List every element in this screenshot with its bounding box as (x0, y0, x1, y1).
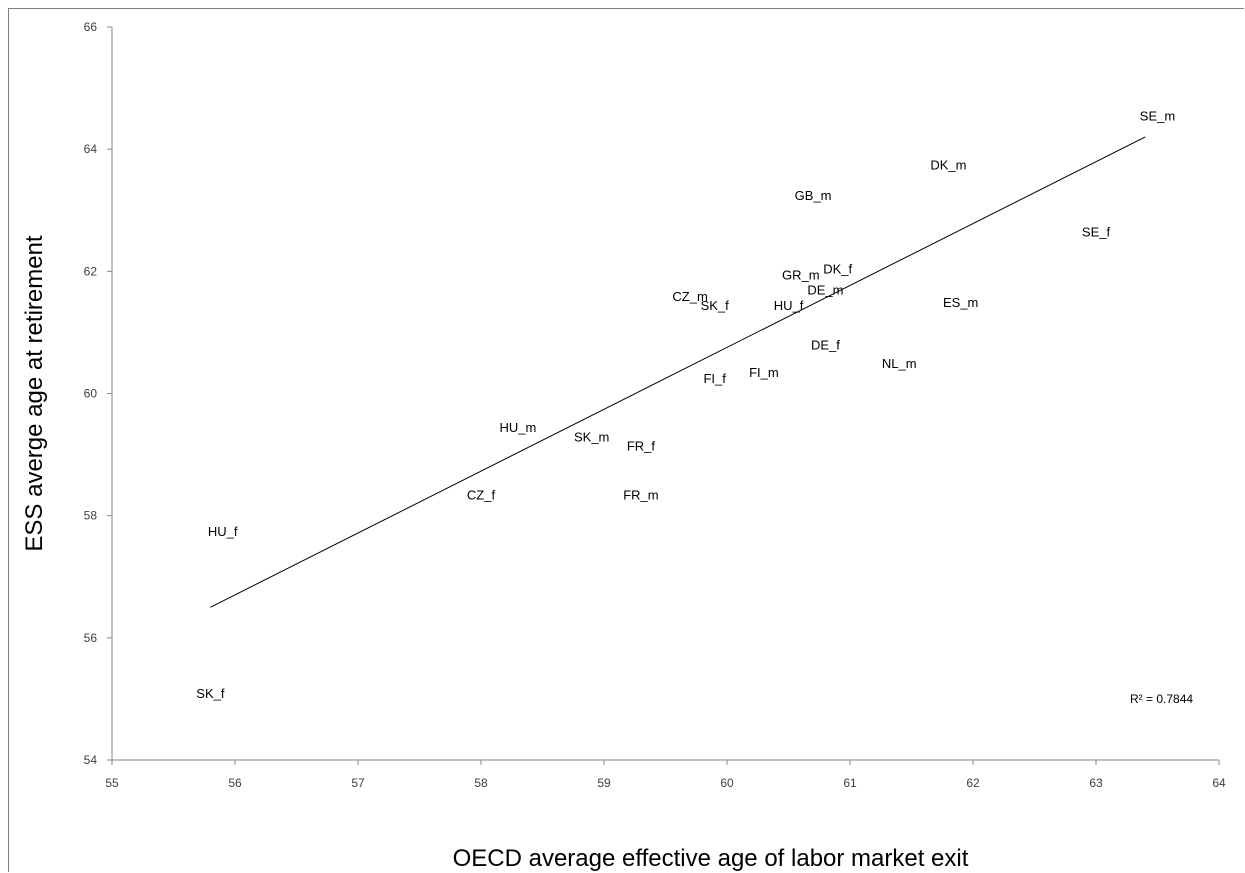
data-point-label: HU_f (774, 298, 804, 313)
y-ticks: 54 56 58 60 62 64 66 (84, 20, 112, 767)
y-tick-label: 58 (84, 509, 98, 523)
data-point-label: GR_m (782, 267, 820, 282)
x-tick-label: 62 (966, 776, 980, 790)
x-tick-label: 63 (1089, 776, 1103, 790)
data-point-label: CZ_m (672, 289, 707, 304)
y-tick-label: 56 (84, 631, 98, 645)
data-point-label: ES_m (943, 295, 978, 310)
x-ticks: 55 56 57 58 59 60 61 62 63 64 (105, 760, 1226, 790)
x-tick-label: 59 (597, 776, 611, 790)
data-point-label: NL_m (882, 356, 917, 371)
data-point-label: HU_f (208, 524, 238, 539)
r-squared-label: R² = 0.7844 (1130, 692, 1193, 706)
data-points: SE_mDK_mGB_mSE_fDK_fGR_mDE_mCZ_mSK_f HU_f… (196, 109, 1175, 701)
data-point-label: HU_m (499, 420, 536, 435)
data-point-label: DE_m (807, 283, 843, 298)
x-tick-label: 56 (228, 776, 242, 790)
data-point-label: SK_m (574, 429, 609, 444)
data-point-label: SK_f (196, 686, 225, 701)
data-point-label: DK_m (930, 157, 966, 172)
data-point-label: FR_f (627, 438, 656, 453)
data-point-label: FR_m (623, 487, 658, 502)
data-point-label: DK_f (823, 261, 852, 276)
x-tick-label: 64 (1212, 776, 1226, 790)
data-point-label: DE_f (811, 338, 840, 353)
data-point-label: SK_f (701, 298, 730, 313)
data-point-label: FI_f (703, 371, 726, 386)
chart-frame (8, 8, 1244, 872)
y-tick-label: 66 (84, 20, 98, 34)
y-tick-label: 64 (84, 142, 98, 156)
x-tick-label: 60 (720, 776, 734, 790)
axes (111, 27, 1219, 761)
y-tick-label: 62 (84, 264, 98, 278)
x-tick-label: 55 (105, 776, 119, 790)
y-tick-label: 54 (84, 753, 98, 767)
data-point-label: GB_m (795, 188, 832, 203)
data-point-label: CZ_f (467, 487, 496, 502)
x-tick-label: 57 (351, 776, 365, 790)
data-point-label: SE_f (1082, 225, 1111, 240)
x-tick-label: 61 (843, 776, 857, 790)
data-point-label: SE_m (1140, 109, 1175, 124)
trendline (210, 136, 1146, 608)
y-axis-title: ESS averge age at retirement (21, 235, 48, 552)
x-tick-label: 58 (474, 776, 488, 790)
data-point-label: FI_m (749, 365, 779, 380)
x-axis-title: OECD average effective age of labor mark… (453, 845, 969, 872)
y-tick-label: 60 (84, 387, 98, 401)
